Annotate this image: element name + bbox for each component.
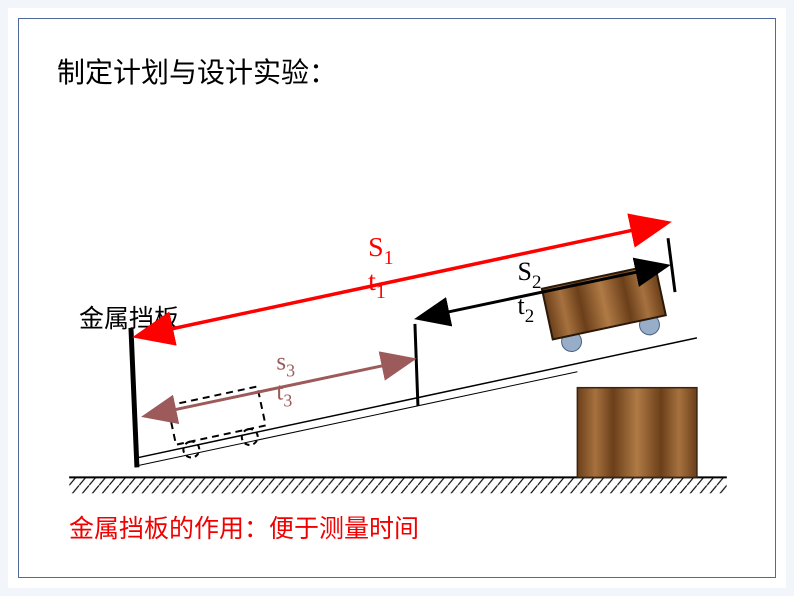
cart-ghost <box>168 386 269 460</box>
t1-label: t1 <box>368 266 386 303</box>
end-marker <box>668 238 675 292</box>
support-block <box>577 388 697 478</box>
s1-label: S1 <box>368 232 393 269</box>
page-root: 制定计划与设计实验： 金属挡板 金属挡板的作用：便于测量时间 <box>0 0 794 596</box>
t3-label: t3 <box>276 379 292 411</box>
ground-hatch <box>69 477 727 493</box>
ramp-under <box>139 372 577 466</box>
frame-border: 制定计划与设计实验： 金属挡板 金属挡板的作用：便于测量时间 <box>18 18 776 578</box>
mid-marker <box>415 324 418 406</box>
physics-diagram: S1 t1 S2 t2 s3 t3 <box>19 19 775 577</box>
baffle-left <box>131 328 137 468</box>
s3-label: s3 <box>276 349 295 381</box>
s2-label: S2 <box>518 257 542 293</box>
